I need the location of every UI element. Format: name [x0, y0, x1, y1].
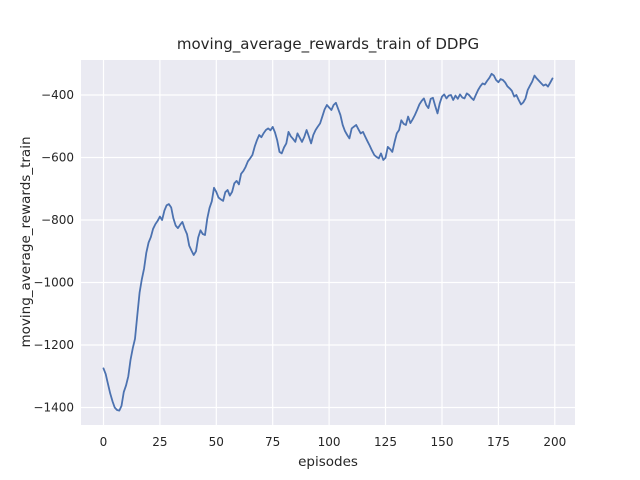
x-tick-label: 150 — [431, 435, 454, 449]
x-tick-label: 125 — [374, 435, 397, 449]
x-tick-label: 175 — [487, 435, 510, 449]
grid-lines — [81, 60, 575, 425]
x-tick-label: 50 — [209, 435, 224, 449]
x-tick-label: 25 — [152, 435, 167, 449]
x-tick-label: 100 — [318, 435, 341, 449]
y-tick-label: −800 — [41, 213, 74, 227]
y-tick-label: −1000 — [33, 276, 74, 290]
y-axis-label: moving_average_rewards_train — [18, 136, 34, 347]
x-axis-tick-labels: 0 25 50 75 100 125 150 175 200 — [100, 435, 567, 449]
x-tick-label: 200 — [543, 435, 566, 449]
x-tick-label: 75 — [265, 435, 280, 449]
plot-area — [81, 60, 575, 425]
y-tick-label: −1200 — [33, 338, 74, 352]
y-tick-label: −600 — [41, 151, 74, 165]
x-tick-label: 0 — [100, 435, 108, 449]
x-axis-label: episodes — [298, 454, 358, 470]
ddpg-reward-line — [102, 72, 554, 412]
chart-title: moving_average_rewards_train of DDPG — [177, 35, 479, 54]
y-tick-label: −1400 — [33, 401, 74, 415]
y-axis-tick-labels: −400 −600 −800 −1000 −1200 −1400 — [33, 88, 74, 415]
y-tick-label: −400 — [41, 88, 74, 102]
